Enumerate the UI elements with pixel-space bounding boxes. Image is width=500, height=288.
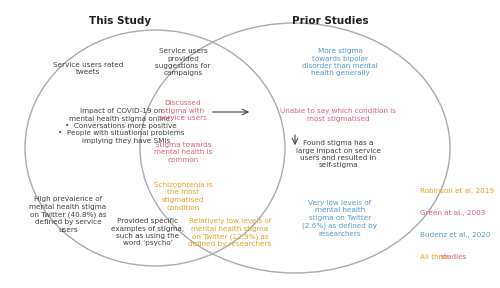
Text: This Study: This Study	[89, 16, 151, 26]
Text: Service users
provided
suggestions for
campaigns: Service users provided suggestions for c…	[155, 48, 211, 77]
Text: Robinson et al. 2019: Robinson et al. 2019	[420, 188, 494, 194]
Text: Schizophrenia is
the most
stigmatised
condition: Schizophrenia is the most stigmatised co…	[154, 182, 212, 211]
Text: Relatively low levels of
mental health stigma
on Twitter (12.9%) as
defined by r: Relatively low levels of mental health s…	[188, 218, 272, 247]
Text: Green at al., 2003: Green at al., 2003	[420, 210, 486, 216]
Text: High prevalence of
mental health stigma
on Twitter (40.8%) as
defined by service: High prevalence of mental health stigma …	[30, 196, 106, 232]
Text: Impact of COVID-19 on
mental health stigma online:
•  Conversations more positiv: Impact of COVID-19 on mental health stig…	[58, 108, 184, 144]
Text: Provided specific
examples of stigma,
such as using the
word ‘psycho’: Provided specific examples of stigma, su…	[112, 218, 184, 247]
Text: studies: studies	[438, 254, 466, 260]
Text: Unable to say which condition is
most stigmatised: Unable to say which condition is most st…	[280, 108, 396, 122]
Text: Stigma towards
mental health is
common: Stigma towards mental health is common	[154, 142, 212, 163]
Text: Prior Studies: Prior Studies	[292, 16, 368, 26]
Text: Budenz et al., 2020: Budenz et al., 2020	[420, 232, 490, 238]
Text: Service users rated
tweets: Service users rated tweets	[53, 62, 123, 75]
Text: Discussed
stigma with
service users: Discussed stigma with service users	[159, 100, 207, 121]
Text: More stigma
towards bipolar
disorder than mental
health generally: More stigma towards bipolar disorder tha…	[302, 48, 378, 77]
Text: All three: All three	[420, 254, 450, 260]
Text: Found stigma has a
large impact on service
users and resulted in
self-stigma: Found stigma has a large impact on servi…	[296, 140, 380, 168]
Text: Very low levels of
mental health
stigma on Twitter
(2.6%) as defined by
research: Very low levels of mental health stigma …	[302, 200, 378, 236]
